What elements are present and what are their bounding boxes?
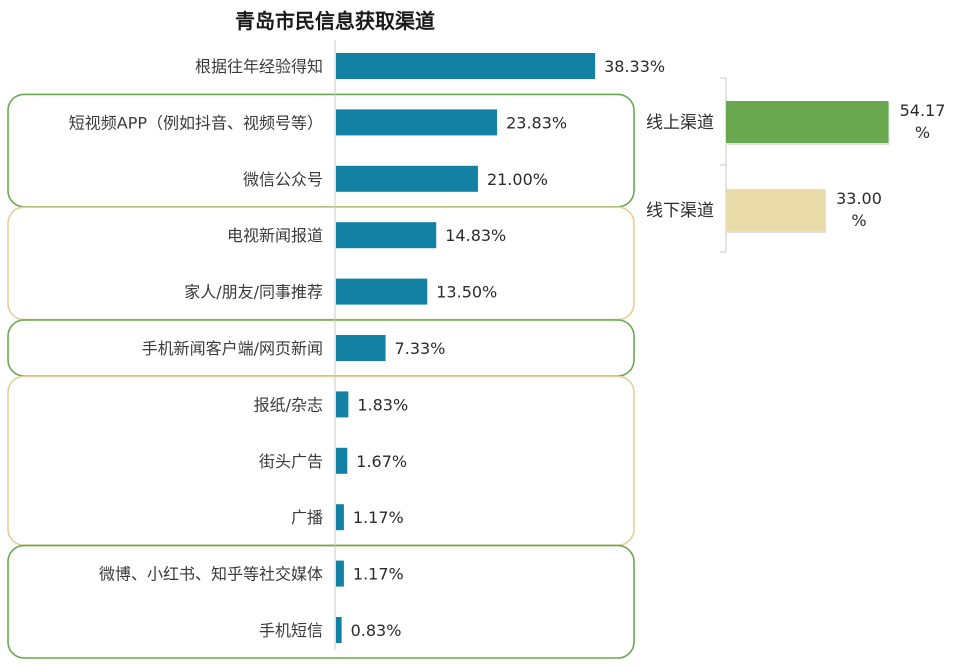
bar: [336, 109, 498, 136]
data-label: 23.83%: [506, 113, 567, 132]
bar: [336, 335, 386, 361]
offline-group-box: [7, 206, 635, 321]
bar: [336, 53, 596, 79]
summary-data-label-unit: %: [851, 211, 866, 230]
data-label: 21.00%: [487, 170, 548, 189]
category-label: 街头广告: [259, 452, 323, 471]
category-label: 报纸/杂志: [254, 395, 323, 414]
category-label: 广播: [291, 508, 323, 527]
summary-chart: 线上渠道 54.17% 线下渠道 33.00%: [646, 77, 946, 253]
bar: [336, 222, 437, 249]
summary-bar: [726, 101, 889, 143]
chart-title: 青岛市民信息获取渠道: [235, 9, 435, 33]
category-label: 根据往年经验得知: [195, 57, 323, 76]
summary-category-label: 线下渠道: [646, 201, 714, 221]
data-label: 1.17%: [353, 508, 404, 527]
bar: [336, 391, 349, 418]
category-label: 电视新闻报道: [227, 226, 323, 245]
category-label: 手机短信: [259, 621, 323, 640]
bar: [336, 447, 348, 474]
summary-data-label-unit: %: [915, 123, 930, 142]
summary-data-label: 54.17: [900, 101, 946, 120]
data-label: 1.67%: [356, 452, 407, 471]
group-boxes: [7, 93, 635, 659]
category-label: 家人/朋友/同事推荐: [184, 283, 323, 302]
bar: [336, 278, 428, 305]
category-label: 微信公众号: [243, 170, 323, 189]
data-label: 14.83%: [445, 226, 506, 245]
category-label: 短视频APP（例如抖音、视频号等）: [69, 113, 323, 132]
data-label: 7.33%: [395, 339, 446, 358]
data-label: 1.17%: [353, 565, 404, 584]
summary-category-label: 线上渠道: [646, 113, 714, 133]
data-label: 38.33%: [604, 57, 665, 76]
bar: [336, 560, 344, 587]
summary-bar: [726, 189, 825, 231]
online-group-box: [7, 93, 635, 208]
bar: [336, 165, 478, 192]
category-label: 手机新闻客户端/网页新闻: [142, 339, 323, 358]
data-label: 1.83%: [357, 395, 408, 414]
bar: [336, 504, 344, 531]
main-bars: 根据往年经验得知 38.33% 短视频APP（例如抖音、视频号等） 23.83% 微信公…: [69, 53, 665, 643]
bar: [336, 617, 342, 643]
data-label: 13.50%: [436, 283, 497, 302]
online-group-box: [7, 544, 635, 659]
data-label: 0.83%: [351, 621, 402, 640]
category-label: 微博、小红书、知乎等社交媒体: [99, 565, 323, 584]
summary-data-label: 33.00: [836, 189, 882, 208]
